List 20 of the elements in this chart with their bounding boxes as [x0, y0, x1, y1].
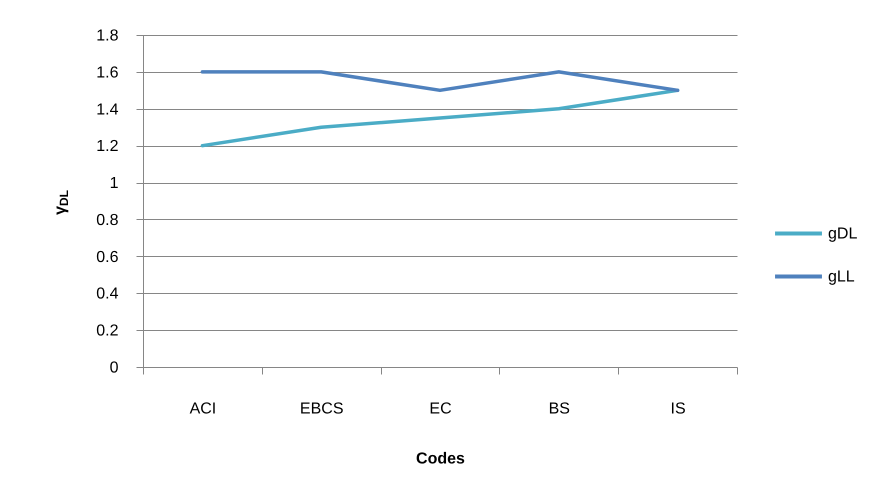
y-tick-label: 0.2	[96, 322, 119, 340]
y-tick-label: 1	[110, 175, 119, 192]
x-tick-label: EC	[429, 400, 452, 418]
y-tick-label: 0.4	[96, 286, 119, 303]
legend-label: gLL	[828, 268, 855, 286]
x-tick-label: BS	[548, 400, 570, 418]
y-tick-label: 1.6	[96, 64, 119, 82]
y-tick-label: 0.6	[96, 248, 119, 266]
line-series	[200, 88, 680, 148]
x-tick-label: ACI	[190, 400, 216, 418]
x-tick-label: IS	[670, 400, 686, 418]
y-axis-title: γDL	[52, 190, 71, 215]
x-axis-title: Codes	[416, 450, 466, 468]
y-tick-label: 0	[110, 360, 119, 376]
x-tick-label: EBCS	[300, 400, 344, 418]
y-tick-label: 0.8	[96, 212, 119, 229]
y-tick-label: 1.4	[96, 101, 119, 118]
y-tick-label: 1.2	[96, 138, 119, 156]
y-tick-label: 1.8	[96, 28, 119, 44]
legend-label: gDL	[828, 226, 858, 242]
